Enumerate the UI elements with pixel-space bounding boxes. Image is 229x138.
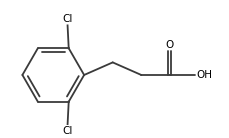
Text: OH: OH: [195, 70, 211, 80]
Text: Cl: Cl: [62, 126, 72, 136]
Text: O: O: [165, 40, 173, 50]
Text: Cl: Cl: [62, 14, 72, 24]
